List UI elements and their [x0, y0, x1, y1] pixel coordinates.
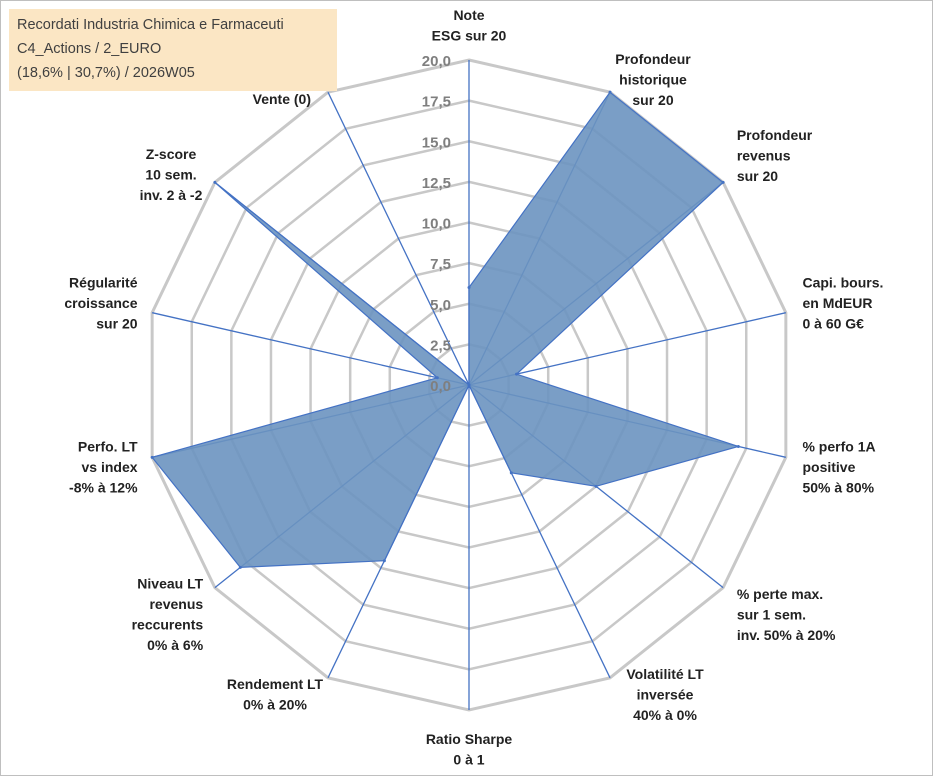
axis-label: Capi. bours. en MdEUR 0 à 60 G€	[802, 275, 883, 332]
tick-label: 2,5	[430, 337, 451, 354]
title-line-2: C4_Actions / 2_EURO	[17, 41, 162, 57]
tick-label: 10,0	[422, 216, 451, 233]
axis-spoke	[152, 312, 470, 386]
tick-label: 5,0	[430, 297, 451, 314]
data-point	[435, 376, 439, 380]
axis-label: Niveau LT revenus reccurents 0% à 6%	[132, 576, 204, 654]
axis-label: Volatilité LT inversée 40% à 0%	[626, 666, 704, 723]
title-line-1: Recordati Industria Chimica e Farmaceuti	[17, 17, 284, 33]
tick-label: 17,5	[422, 94, 451, 111]
data-point	[150, 455, 154, 459]
tick-label: 0,0	[430, 378, 451, 395]
data-point	[509, 471, 513, 475]
axis-label: % perfo 1A positive 50% à 80%	[802, 438, 875, 495]
data-point	[467, 383, 471, 387]
axis-label: Ratio Sharpe 0 à 1	[426, 731, 513, 768]
tick-label: 12,5	[422, 175, 451, 192]
axis-label: Perfo. LT vs index -8% à 12%	[69, 438, 138, 495]
axis-label: Profondeur historique sur 20	[615, 51, 691, 108]
axis-label: Régularité croissance sur 20	[64, 275, 137, 332]
tick-label: 7,5	[430, 256, 451, 273]
axis-label: Note ESG sur 20	[432, 7, 507, 44]
data-point	[382, 559, 386, 563]
axis-spoke	[468, 312, 786, 386]
axis-label: Profondeur revenus sur 20	[737, 127, 813, 184]
data-point	[238, 565, 242, 569]
title-box: Recordati Industria Chimica e Farmaceuti…	[9, 9, 337, 91]
axis-spoke	[327, 91, 470, 386]
data-point	[608, 90, 612, 94]
axis-label: Rendement LT 0% à 20%	[227, 676, 324, 713]
data-point	[213, 180, 217, 184]
data-point	[467, 286, 471, 289]
axis-label: Z-score 10 sem. inv. 2 à -2	[140, 146, 203, 203]
data-point	[736, 444, 740, 448]
data-point	[721, 180, 725, 184]
tick-label: 20,0	[422, 53, 451, 70]
tick-label: 15,0	[422, 134, 451, 151]
title-line-3: (18,6% | 30,7%) / 2026W05	[17, 65, 195, 81]
data-point	[594, 484, 598, 488]
axis-label: % perte max. sur 1 sem. inv. 50% à 20%	[737, 586, 836, 643]
data-point	[515, 372, 519, 376]
